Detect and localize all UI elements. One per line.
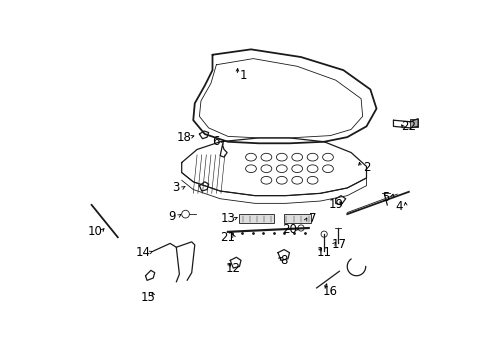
Text: 9: 9 [167, 210, 175, 223]
Text: 21: 21 [220, 231, 235, 244]
Text: 11: 11 [316, 246, 331, 259]
Text: 10: 10 [87, 225, 102, 238]
Text: 1: 1 [239, 69, 246, 82]
Text: 16: 16 [322, 285, 337, 298]
Text: 5: 5 [381, 191, 388, 204]
Text: 19: 19 [327, 198, 343, 211]
Text: 8: 8 [280, 254, 287, 267]
Text: 2: 2 [362, 161, 369, 175]
Bar [284, 214, 310, 223]
Bar [409, 120, 417, 127]
Text: 15: 15 [141, 291, 156, 304]
Text: 7: 7 [308, 212, 316, 225]
Text: 14: 14 [136, 246, 150, 259]
Text: 18: 18 [176, 131, 191, 144]
Text: 13: 13 [220, 212, 235, 225]
Text: 22: 22 [401, 120, 415, 133]
Text: 6: 6 [212, 135, 220, 148]
Bar [239, 214, 274, 223]
Text: 3: 3 [172, 181, 180, 194]
Text: 12: 12 [225, 261, 240, 275]
Text: 17: 17 [331, 238, 346, 251]
Text: 20: 20 [282, 223, 296, 236]
Text: 4: 4 [395, 200, 403, 213]
